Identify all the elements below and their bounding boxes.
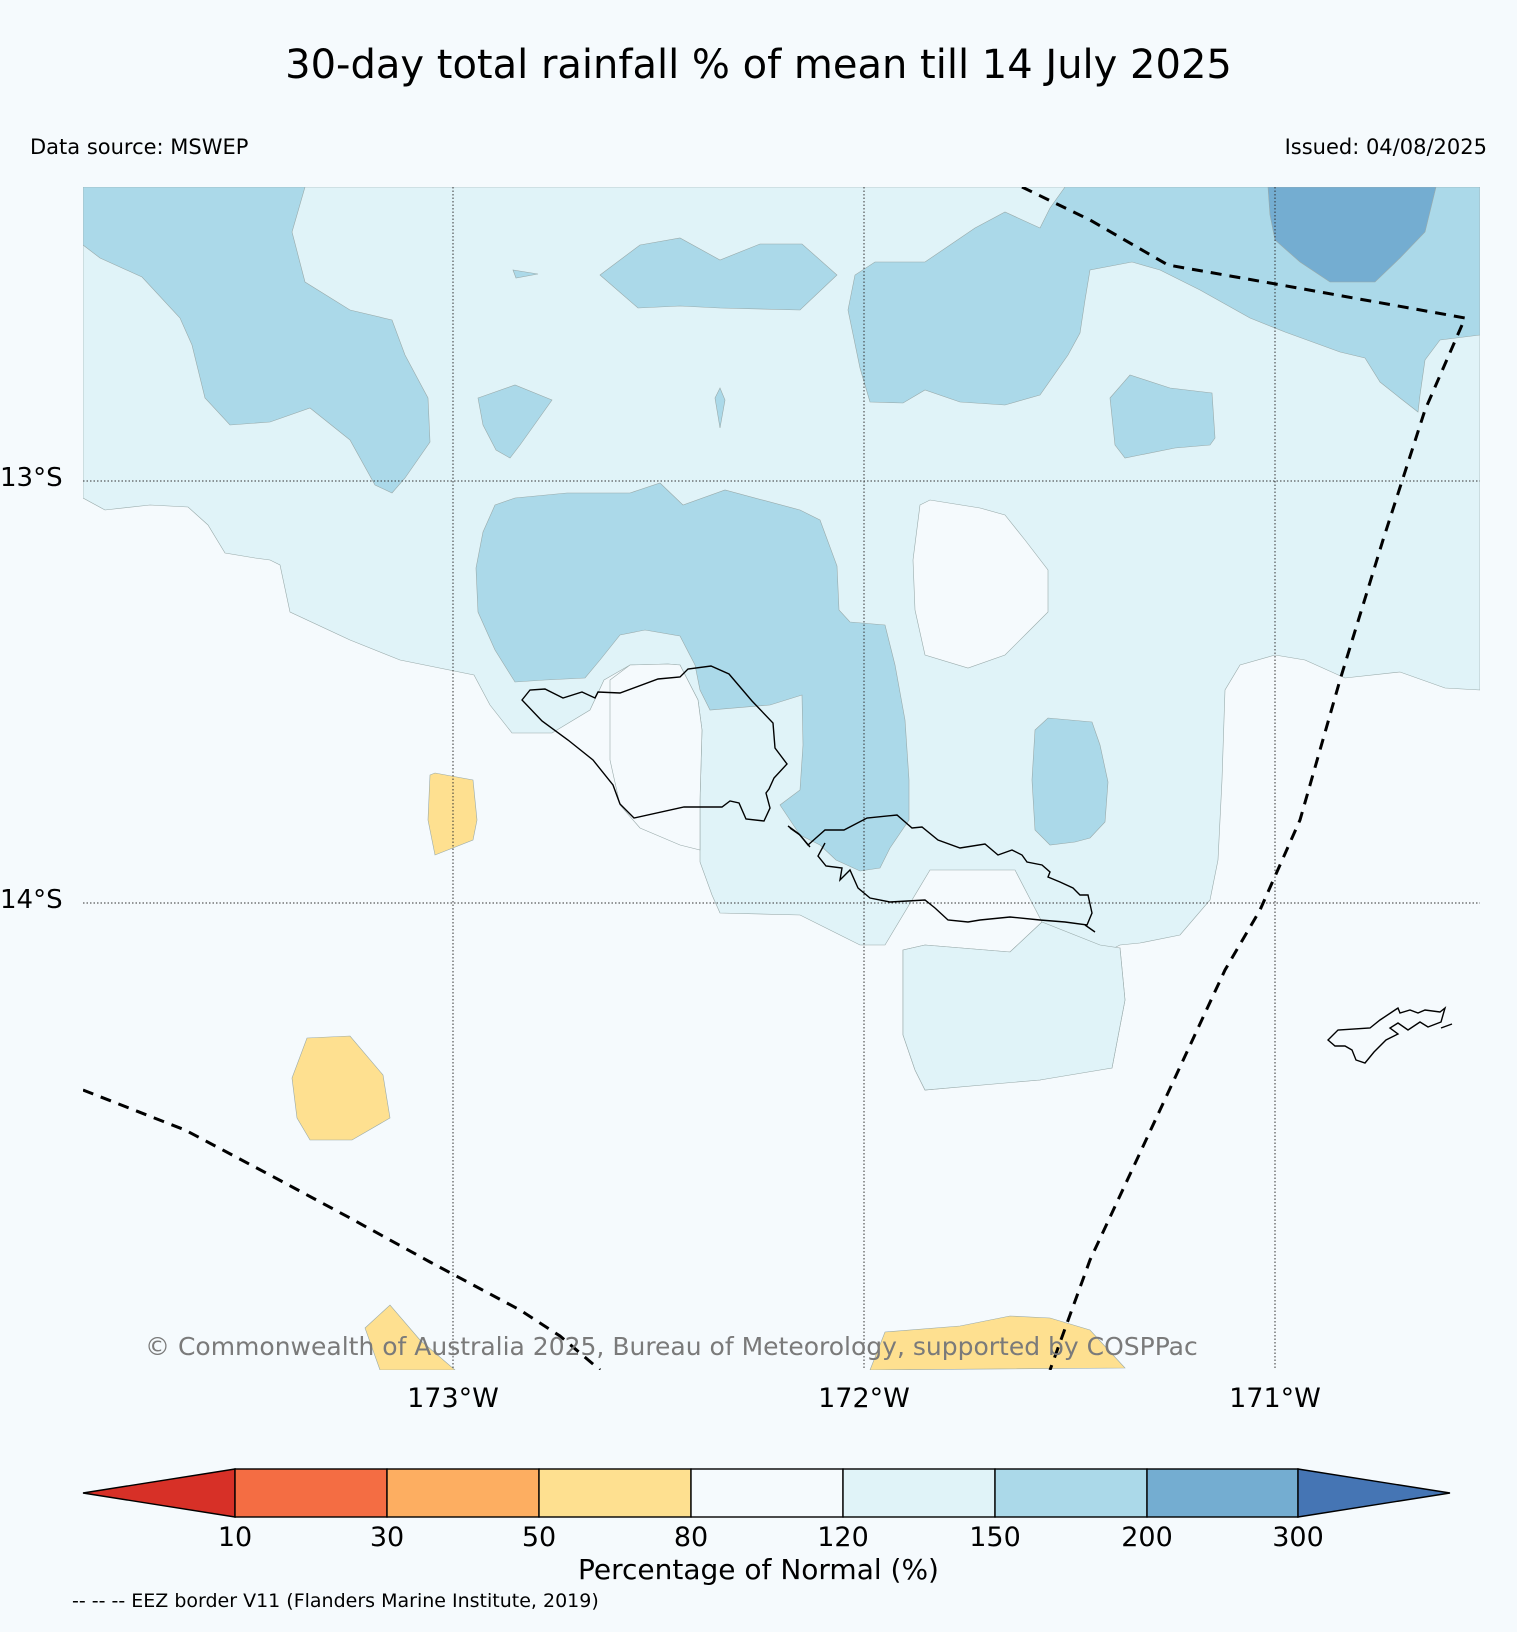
colorbar-extend-high <box>1297 1468 1451 1518</box>
region-150-200-northwest <box>83 187 431 494</box>
colorbar-30-50 <box>386 1468 540 1518</box>
region-150-200-east-lobe <box>1031 717 1109 846</box>
colorbar-120-150 <box>842 1468 996 1518</box>
colorbar-50-80 <box>538 1468 692 1518</box>
colorbar-tick: 150 <box>969 1522 1021 1553</box>
colorbar-150-200 <box>994 1468 1148 1518</box>
lon-label-173w: 173°W <box>407 1383 499 1414</box>
coast-segment-a <box>787 825 811 848</box>
region-150-200-island-north-a <box>599 237 838 311</box>
lon-label-172w: 172°W <box>818 1383 910 1414</box>
region-150-200-speck <box>512 269 539 279</box>
colorbar-tick: 10 <box>217 1522 253 1553</box>
copyright-watermark: © Commonwealth of Australia 2025, Bureau… <box>145 1332 1198 1361</box>
map-gridlines <box>83 187 1480 1370</box>
colorbar-extend-low <box>82 1468 236 1518</box>
region-120-150-south <box>902 921 1126 1091</box>
upolu-coastline <box>521 665 788 822</box>
colorbar-tick: 200 <box>1121 1522 1173 1553</box>
region-50-80-west-b <box>291 1035 391 1141</box>
colorbar-tick: 120 <box>817 1522 869 1553</box>
lat-label-14s: 14°S <box>0 885 63 915</box>
map-plot-area <box>83 187 1480 1370</box>
colorbar-200-300 <box>1146 1468 1299 1518</box>
colorbar-tick: 300 <box>1272 1522 1324 1553</box>
tutuila-coastline <box>1326 1006 1453 1064</box>
region-50-80-southwest <box>364 1304 456 1370</box>
colorbar-tick: 50 <box>521 1522 557 1553</box>
coast-segment-b <box>1084 924 1096 933</box>
region-80-120-island-hole <box>609 663 703 851</box>
lon-label-171w: 171°W <box>1229 1383 1321 1414</box>
savaii-coastline <box>789 814 1093 926</box>
region-150-200-sliver <box>714 387 726 429</box>
region-150-200-island-north-b <box>477 384 553 459</box>
colorbar-80-120 <box>690 1468 844 1518</box>
region-200-300-northeast <box>1267 187 1437 283</box>
colorbar-10-30 <box>234 1468 388 1518</box>
issued-date-label: Issued: 04/08/2025 <box>1284 135 1487 159</box>
map-title: 30-day total rainfall % of mean till 14 … <box>285 42 1232 88</box>
colorbar-tick: 80 <box>673 1522 709 1553</box>
colorbar <box>82 1468 1451 1518</box>
region-150-200-central <box>475 482 910 872</box>
lat-label-13s: 13°S <box>0 463 63 493</box>
colorbar-label: Percentage of Normal (%) <box>578 1553 939 1586</box>
region-80-120-center-east <box>912 499 1049 669</box>
data-source-label: Data source: MSWEP <box>30 135 249 159</box>
eez-legend-note: -- -- -- EEZ border V11 (Flanders Marine… <box>72 1590 599 1612</box>
region-50-80-south <box>869 1315 1126 1370</box>
colorbar-tick: 30 <box>369 1522 405 1553</box>
eez-border <box>83 187 1468 1370</box>
region-150-200-east-blob <box>1109 374 1216 459</box>
